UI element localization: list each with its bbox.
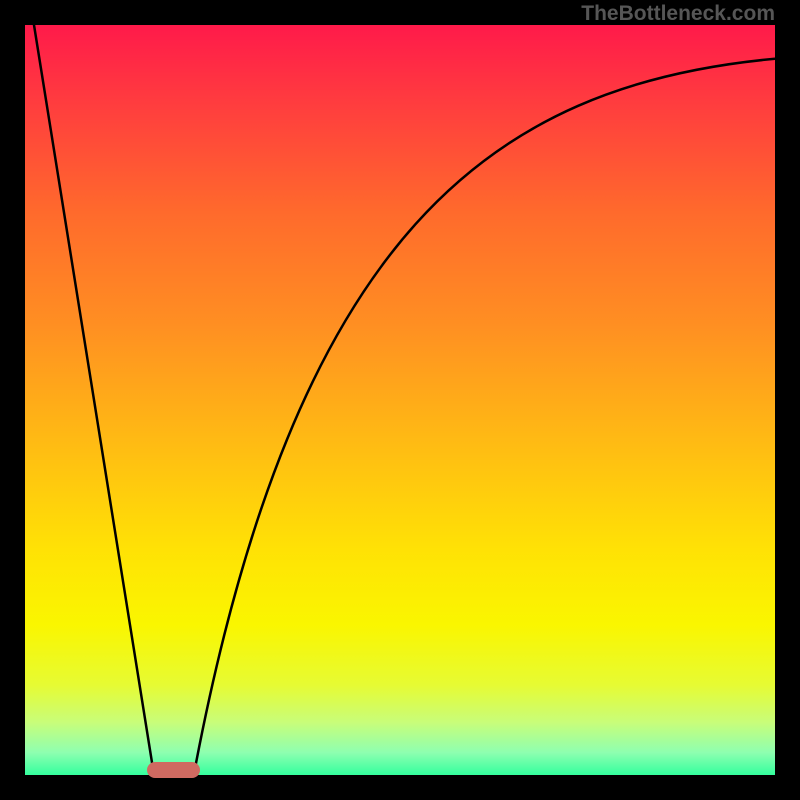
watermark-text: TheBottleneck.com bbox=[581, 2, 775, 26]
bottleneck-curves bbox=[25, 25, 775, 775]
plot-area bbox=[25, 25, 775, 775]
optimal-point-marker bbox=[147, 762, 200, 778]
container: TheBottleneck.com bbox=[0, 0, 800, 800]
